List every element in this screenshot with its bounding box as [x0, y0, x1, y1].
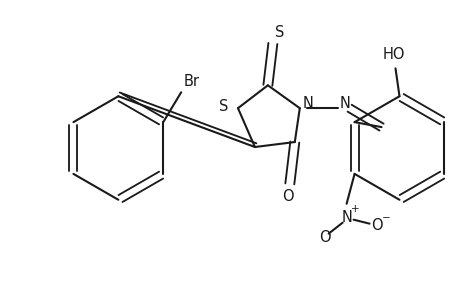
Text: O: O [318, 230, 330, 245]
Text: N: N [341, 210, 351, 225]
Text: −: − [381, 213, 390, 223]
Text: S: S [274, 25, 284, 40]
Text: N: N [302, 96, 313, 111]
Text: O: O [370, 218, 381, 233]
Text: N: N [339, 96, 350, 111]
Text: O: O [281, 189, 293, 204]
Text: S: S [219, 99, 228, 114]
Text: HO: HO [381, 47, 404, 62]
Text: Br: Br [183, 74, 199, 89]
Text: +: + [351, 204, 359, 214]
